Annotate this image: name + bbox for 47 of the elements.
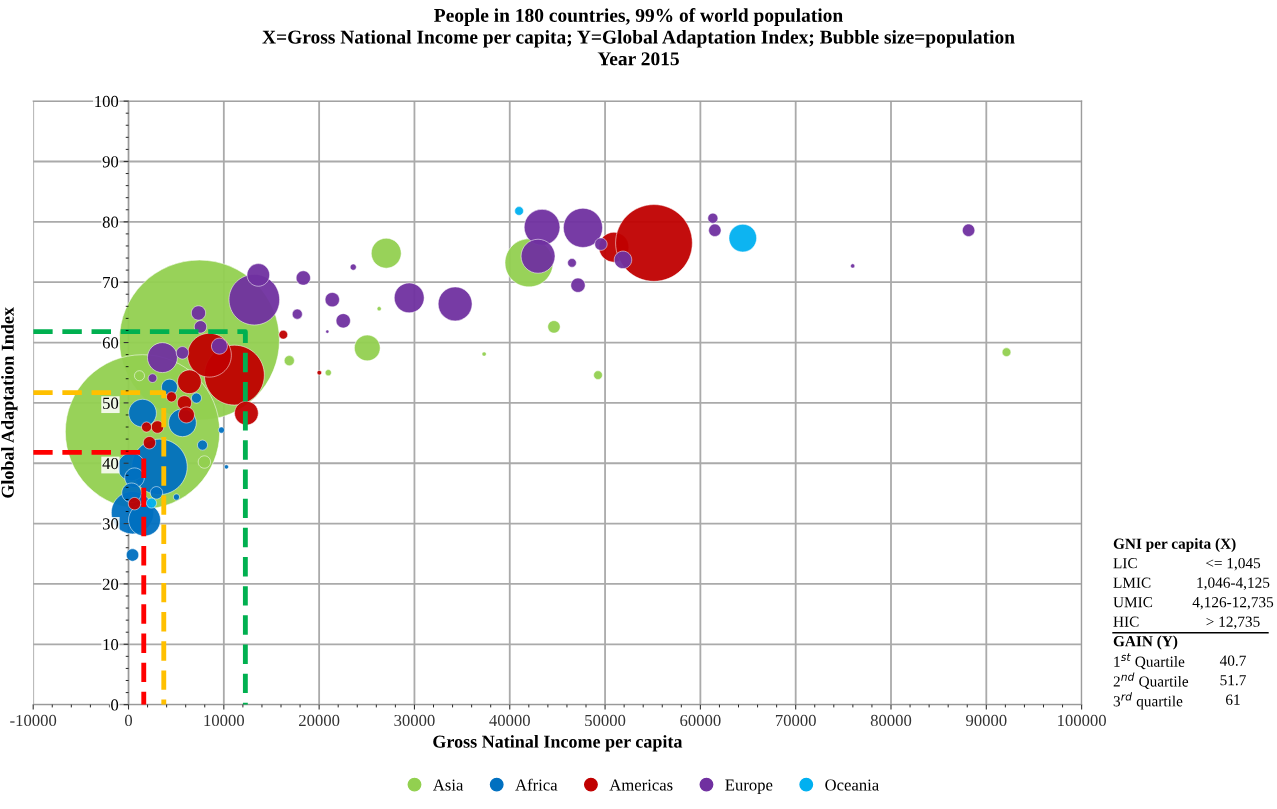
x-tick-label: 80000 [870, 714, 912, 727]
text: > 12,735 [1206, 616, 1260, 630]
x-tick-label: 70000 [775, 714, 816, 727]
y-tick-label: 0 [111, 699, 119, 711]
text: 1,046-4,125 [1197, 577, 1270, 591]
x-axis-title: Gross Natinal Income per capita [433, 735, 683, 752]
legend-label: Americas [609, 779, 673, 791]
legend-label: Oceania [825, 779, 879, 791]
x-tick-label: 60000 [680, 714, 721, 727]
y-tick-label: 100 [95, 95, 119, 108]
y-tick-label: 40 [102, 457, 119, 470]
y-tick-label: 80 [102, 216, 119, 228]
text: UMIC [1113, 597, 1153, 608]
x-tick-label: 20000 [299, 714, 340, 727]
y-tick-label: 90 [102, 156, 119, 168]
x-tick-label: 100000 [1058, 714, 1106, 727]
x-tick-label: 40000 [489, 714, 530, 727]
text: GNI per capita (X) [1113, 538, 1236, 552]
y-axis-title: Global Adaptation Index [1, 307, 18, 498]
y-tick-label: 30 [102, 518, 119, 530]
legend-label: Europe [725, 779, 773, 794]
text: 51.7 [1220, 675, 1246, 686]
legend-label: Asia [432, 779, 464, 791]
text: 2$^{nd}$ Quartile [1113, 672, 1189, 689]
text: 61 [1226, 694, 1240, 705]
x-tick-label: 90000 [966, 714, 1007, 727]
chart-title: People in 180 countries, 99% of world population X=Gross National Income per capita; Y=Global Adaptation Index; Bubble size=population Year 2015 [262, 8, 1015, 66]
text: HIC [1113, 616, 1139, 627]
x-tick-label: 30000 [394, 714, 435, 727]
y-tick-label: 10 [103, 638, 119, 651]
text: 3$^{rd}$ quartile [1113, 692, 1183, 710]
text: GAIN (Y) [1113, 635, 1178, 650]
text: 40.7 [1219, 655, 1246, 666]
x-tick-label: -10000 [10, 714, 57, 727]
y-tick-label: 20 [102, 578, 119, 590]
y-tick-label: 70 [103, 276, 119, 289]
text: 4,126-12,735 [1192, 597, 1274, 610]
text: LMIC [1113, 577, 1151, 588]
text: 1$^{st}$ Quartile [1114, 653, 1185, 670]
y-tick-label: 50 [103, 397, 119, 409]
x-tick-label: 10000 [204, 714, 245, 727]
legend-label: Africa [515, 778, 558, 791]
y-tick-label: 60 [102, 337, 119, 349]
text: LIC [1113, 558, 1137, 569]
x-tick-label: 0 [124, 714, 133, 727]
text: <= 1,045 [1206, 558, 1261, 571]
x-tick-label: 50000 [585, 714, 626, 727]
